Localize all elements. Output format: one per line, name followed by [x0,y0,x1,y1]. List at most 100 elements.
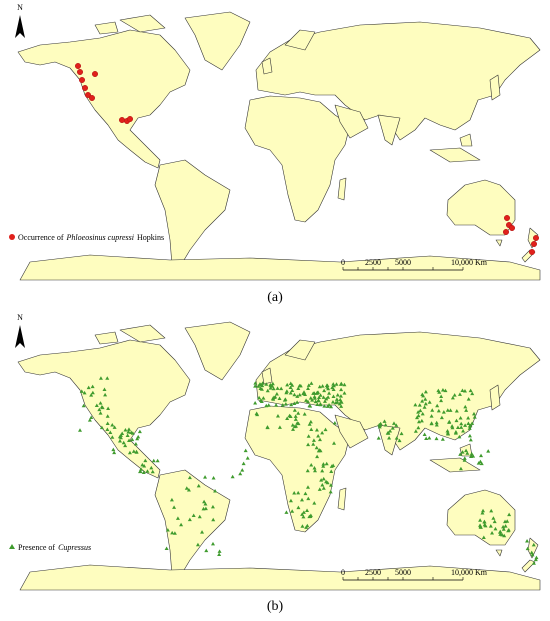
presence-point [175,516,180,520]
presence-point [459,421,464,426]
occurrence-point [84,91,91,98]
occurrence-point [503,228,510,235]
presence-point [479,453,484,458]
presence-point [313,399,318,404]
presence-point [470,421,475,425]
presence-point [266,403,271,407]
legend-symbol [9,544,15,549]
presence-point [507,512,512,517]
presence-point [285,382,290,387]
presence-point [300,524,305,528]
presence-point [150,469,155,474]
presence-point [98,376,103,380]
presence-point [316,398,321,403]
presence-point [280,403,285,407]
presence-point [308,396,313,400]
presence-point [306,383,311,387]
presence-point [481,535,486,540]
presence-point [138,469,143,473]
presence-point [317,487,322,491]
presence-point [288,381,293,386]
presence-point [201,506,206,511]
presence-point [297,392,302,397]
presence-point [330,385,335,390]
presence-point [463,404,468,409]
presence-point [110,435,115,439]
presence-point [311,438,316,442]
presence-point [309,462,314,467]
presence-point [288,498,293,503]
presence-point [478,525,483,529]
presence-point [322,388,327,393]
presence-point [230,474,235,479]
presence-point [466,397,471,401]
presence-point [211,475,216,480]
presence-point [437,390,442,394]
presence-point [324,396,329,401]
presence-point [120,431,125,436]
presence-point [275,413,280,418]
presence-point [434,422,439,427]
presence-point [105,376,110,380]
presence-point [265,425,270,430]
presence-point [423,389,428,394]
presence-point [323,427,328,432]
presence-point [305,485,310,489]
presence-point [306,434,311,438]
occurrence-point [509,224,516,231]
scale-label: 10,000 Km [451,568,488,577]
presence-point [265,388,270,393]
presence-point [468,437,473,442]
presence-point [90,384,95,389]
presence-point [450,424,455,428]
presence-point [331,382,336,386]
presence-point [439,415,444,420]
presence-point [309,427,314,431]
occurrence-point [533,234,540,241]
presence-point [416,410,421,414]
presence-point [187,517,192,522]
presence-point [453,431,458,435]
presence-point [454,418,459,423]
presence-point [325,383,330,388]
scale-label: 5000 [395,568,411,577]
presence-point [100,405,105,410]
presence-point [493,526,498,531]
presence-point [308,419,313,424]
north-arrow [15,325,25,348]
presence-point [123,443,128,448]
presence-point [486,449,491,453]
presence-point [126,429,131,434]
presence-point [321,476,326,481]
presence-point [481,508,486,513]
presence-point [312,394,317,399]
presence-point [86,385,91,390]
presence-point [259,387,264,391]
presence-point [530,552,535,557]
presence-point [415,415,420,420]
presence-point [318,393,323,397]
presence-point [342,391,347,395]
presence-point [135,436,140,441]
occurrence-point [78,76,85,83]
presence-point [467,426,472,430]
presence-point [332,420,337,425]
presence-point [434,436,439,441]
occurrence-point [81,84,88,91]
map-panel: N Presence of Cupressus 0 2500 5000 10,000 K… [9,313,541,614]
presence-point [329,404,334,409]
presence-point [458,416,463,420]
presence-point [385,431,390,435]
presence-point [315,402,320,407]
presence-point [397,438,402,443]
scale-label: 2500 [365,258,381,267]
presence-point [427,436,432,440]
presence-point [126,427,131,431]
presence-point [525,546,530,551]
presence-point [81,403,86,408]
presence-point [245,456,250,460]
presence-point [339,387,344,392]
presence-point [90,390,95,395]
presence-point [399,431,404,436]
presence-point [112,450,117,455]
